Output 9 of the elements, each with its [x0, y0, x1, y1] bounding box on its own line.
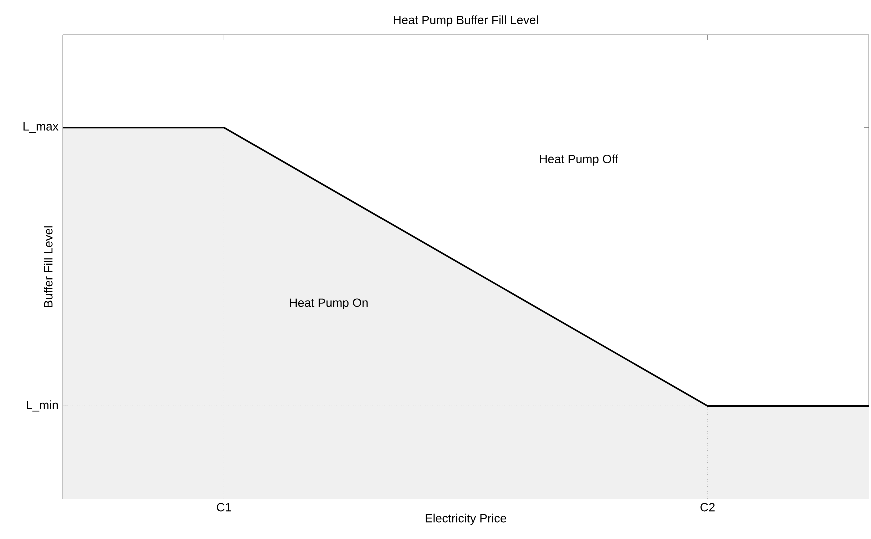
annotation: Heat Pump Off [540, 154, 618, 166]
chart-title: Heat Pump Buffer Fill Level [394, 16, 538, 27]
ref-line-label: L_max [24, 122, 59, 134]
x-tick-label: C2 [700, 503, 715, 512]
ref-line-label: L_min [27, 400, 58, 412]
annotation: Heat Pump On [290, 298, 368, 310]
y-axis-title: Buffer Fill Level [44, 226, 53, 308]
x-tick-label: C1 [217, 503, 232, 512]
x-axis-title: Electricity Price [426, 514, 506, 526]
